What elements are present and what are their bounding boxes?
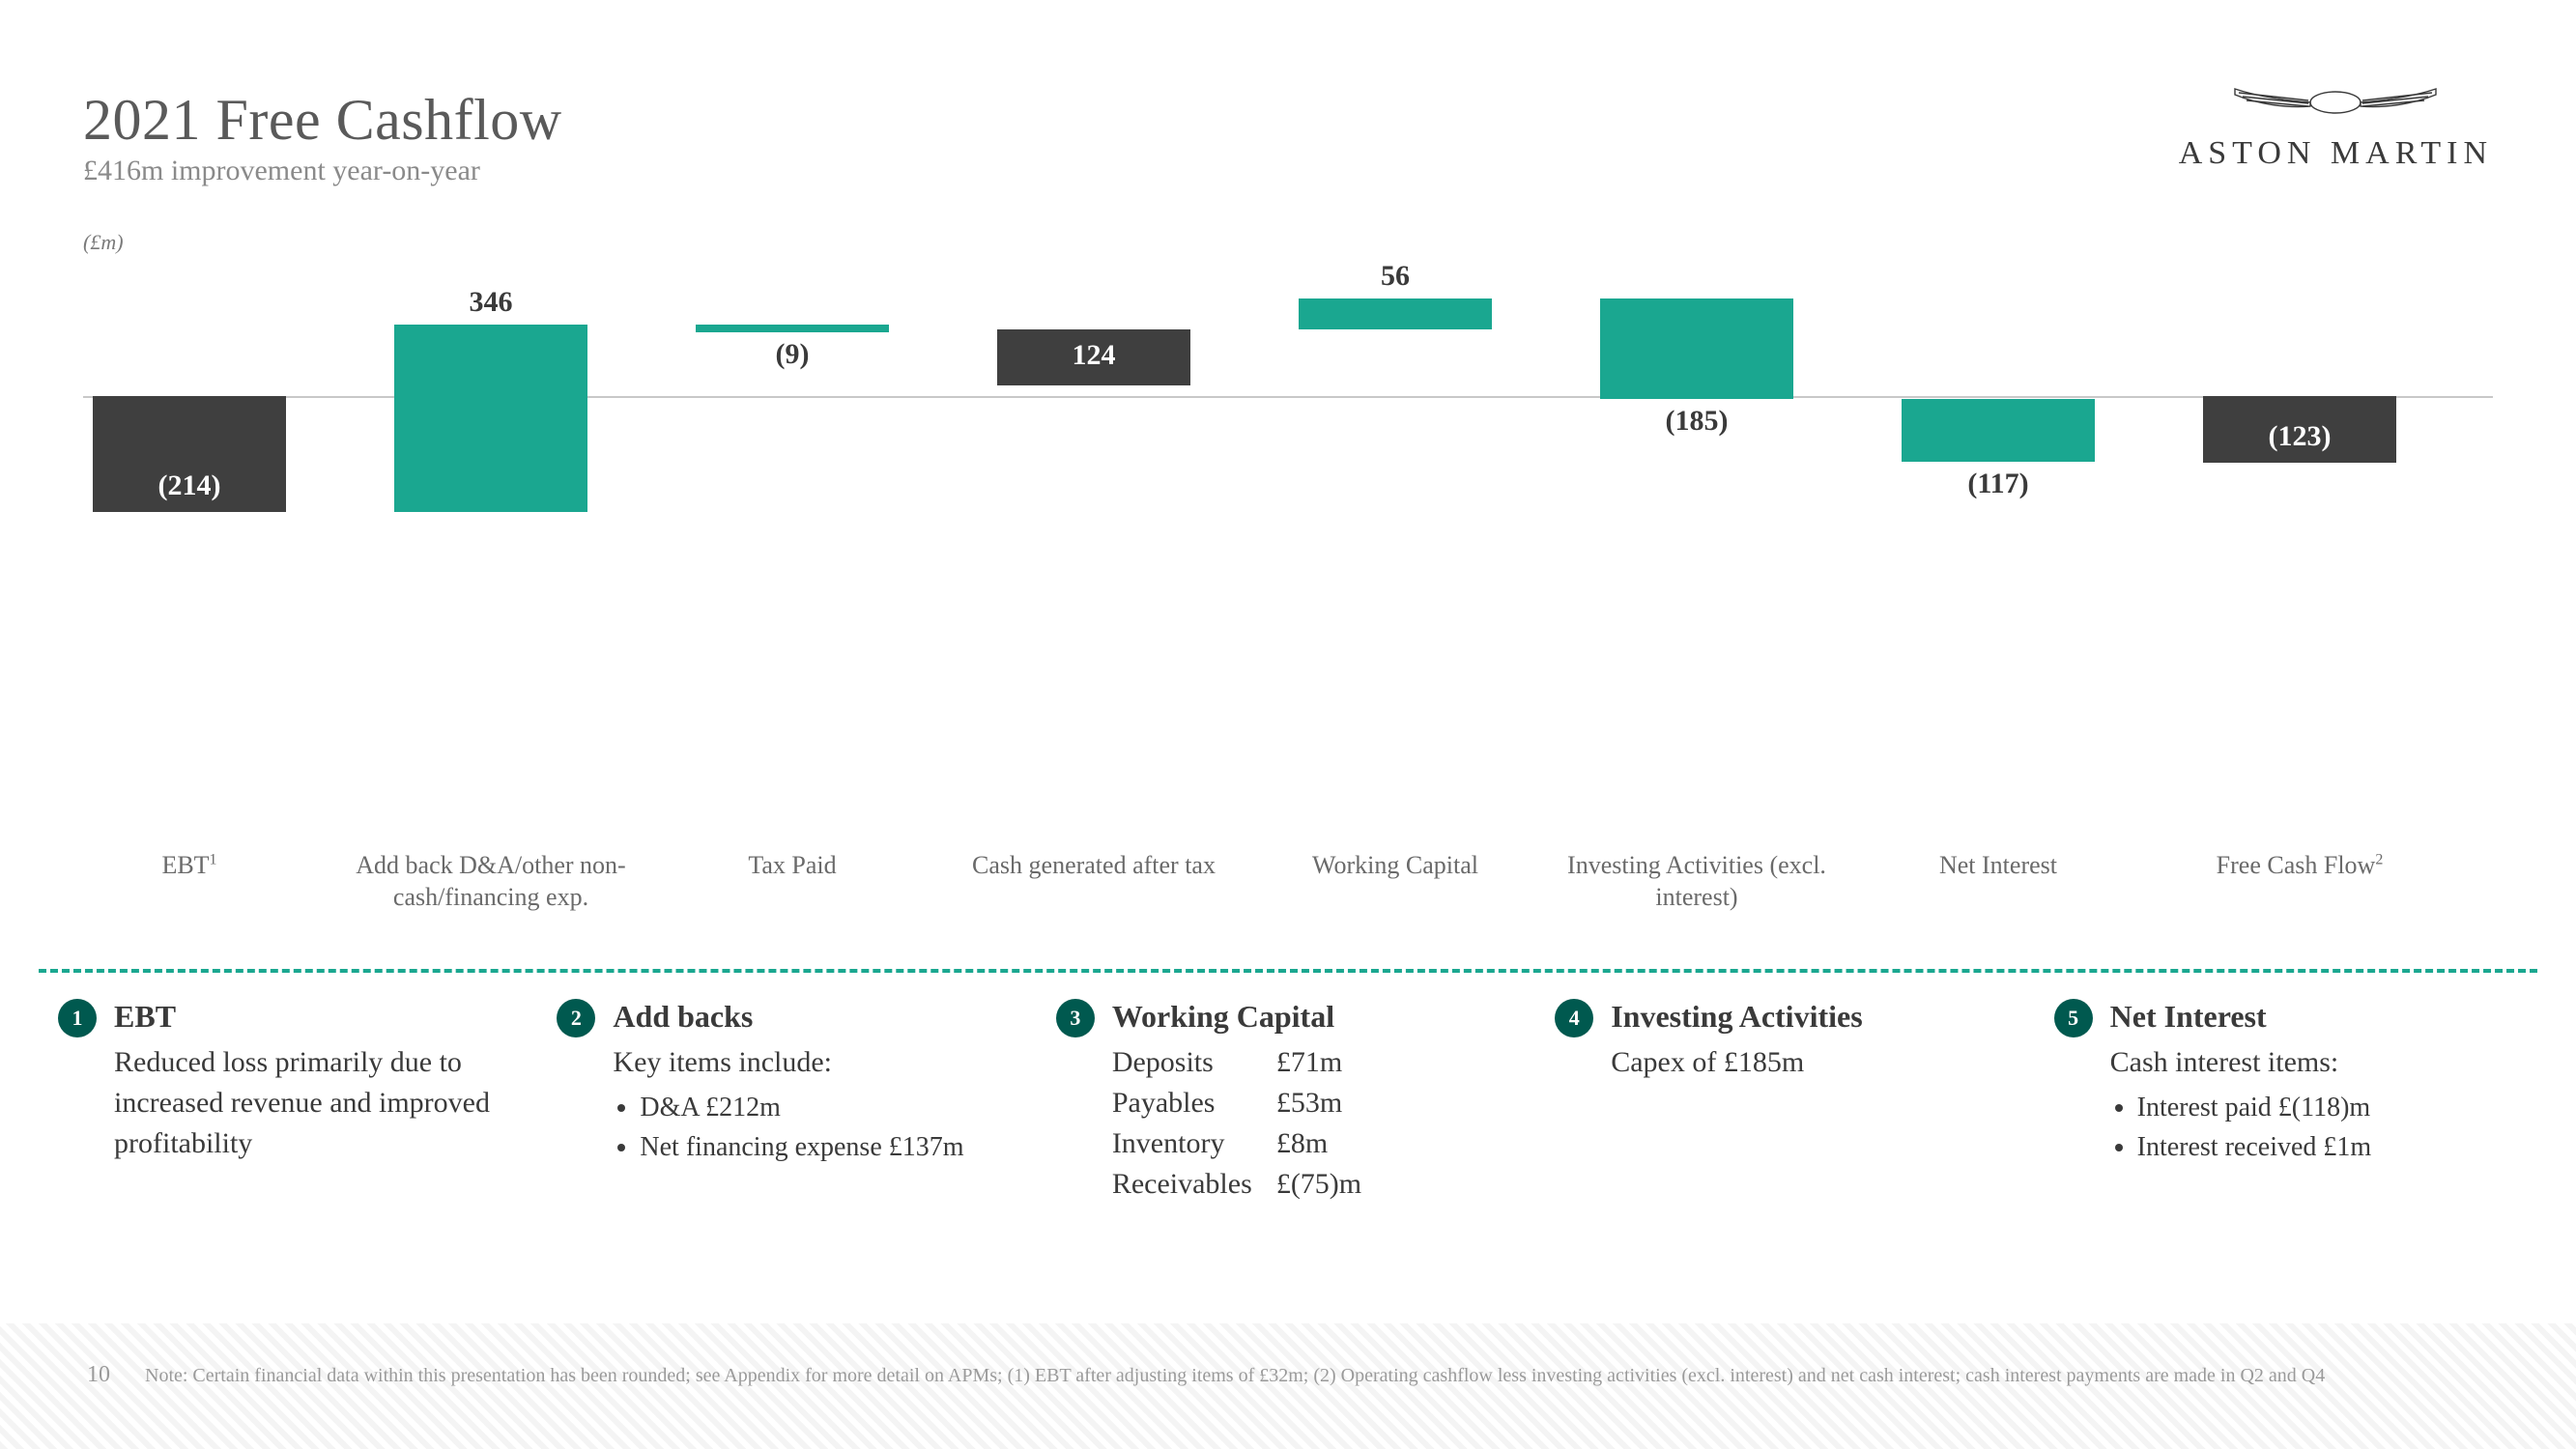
note-kv-value: £8m	[1276, 1123, 1328, 1164]
note-kv-value: £(75)m	[1276, 1164, 1361, 1205]
note-bullet: Net financing expense £137m	[640, 1128, 1020, 1166]
note-bullet: Interest paid £(118)m	[2137, 1089, 2518, 1126]
note-kv-key: Deposits	[1112, 1042, 1276, 1083]
bar-value-label: 56	[1299, 260, 1492, 293]
note-body: EBTReduced loss primarily due to increas…	[114, 995, 522, 1205]
axis-label: Free Cash Flow2	[2164, 850, 2435, 882]
bar-value-label: 124	[997, 339, 1190, 372]
note-bullets: Interest paid £(118)mInterest received £…	[2137, 1089, 2518, 1166]
bar-value-label: (117)	[1902, 468, 2095, 500]
note-title: Net Interest	[2110, 995, 2518, 1038]
note-title: Working Capital	[1112, 995, 1520, 1038]
note-body: Working CapitalDeposits£71mPayables£53mI…	[1112, 995, 1520, 1205]
footnote-text: Note: Certain financial data within this…	[145, 1362, 2489, 1389]
bar-value-label: (214)	[93, 469, 286, 502]
waterfall-chart: (214)EBT1346Add back D&A/other non-cash/…	[83, 251, 2493, 918]
note-kv-value: £53m	[1276, 1083, 1342, 1123]
bar-value-label: 346	[394, 286, 587, 319]
note-kv-row: Payables£53m	[1112, 1083, 1520, 1123]
note-body: Investing ActivitiesCapex of £185m	[1611, 995, 2018, 1205]
note-title: EBT	[114, 995, 522, 1038]
note-bullet: Interest received £1m	[2137, 1128, 2518, 1166]
waterfall-bar	[1299, 298, 1492, 328]
note-badge: 3	[1056, 999, 1095, 1037]
note-item: 5 Net InterestCash interest items: Interes…	[2054, 995, 2518, 1205]
axis-label: Net Interest	[1863, 850, 2133, 882]
brand-logo: ASTON MARTIN	[2179, 77, 2493, 172]
axis-label: EBT1	[54, 850, 325, 882]
axis-label: Investing Activities (excl. interest)	[1561, 850, 1832, 913]
note-kv-row: Receivables£(75)m	[1112, 1164, 1520, 1205]
note-body: Add backsKey items include: D&A £212mNet …	[613, 995, 1020, 1205]
note-kv-key: Payables	[1112, 1083, 1276, 1123]
note-badge: 1	[58, 999, 97, 1037]
note-item: 1 EBTReduced loss primarily due to increa…	[58, 995, 522, 1205]
note-item: 4 Investing ActivitiesCapex of £185m	[1555, 995, 2018, 1205]
waterfall-bar	[394, 325, 587, 512]
page-title: 2021 Free Cashflow	[83, 87, 562, 154]
footer: 10 Note: Certain financial data within t…	[0, 1323, 2576, 1449]
wings-icon	[2229, 77, 2442, 128]
note-bullets: D&A £212mNet financing expense £137m	[640, 1089, 1020, 1166]
note-item: 2 Add backsKey items include: D&A £212mNet…	[557, 995, 1020, 1205]
note-subtitle: Key items include:	[613, 1042, 1020, 1083]
notes-row: 1 EBTReduced loss primarily due to increa…	[58, 995, 2518, 1205]
waterfall-bar	[1902, 399, 2095, 463]
axis-label: Working Capital	[1260, 850, 1531, 882]
note-kv-row: Inventory£8m	[1112, 1123, 1520, 1164]
note-text: Capex of £185m	[1611, 1042, 2018, 1083]
note-bullet: D&A £212m	[640, 1089, 1020, 1126]
note-badge: 4	[1555, 999, 1593, 1037]
waterfall-bar	[1600, 298, 1793, 399]
note-text: Reduced loss primarily due to increased …	[114, 1042, 522, 1164]
bar-value-label: (185)	[1600, 405, 1793, 438]
bar-value-label: (9)	[696, 338, 889, 371]
note-kv-key: Inventory	[1112, 1123, 1276, 1164]
note-title: Investing Activities	[1611, 995, 2018, 1038]
note-subtitle: Cash interest items:	[2110, 1042, 2518, 1083]
page-number: 10	[87, 1362, 110, 1388]
note-item: 3 Working CapitalDeposits£71mPayables£53m…	[1056, 995, 1520, 1205]
slide: 2021 Free Cashflow £416m improvement yea…	[0, 0, 2576, 1449]
axis-label: Tax Paid	[657, 850, 928, 882]
brand-text: ASTON MARTIN	[2179, 135, 2493, 172]
note-kv-key: Receivables	[1112, 1164, 1276, 1205]
divider	[39, 969, 2537, 973]
bar-value-label: (123)	[2203, 420, 2396, 453]
page-subtitle: £416m improvement year-on-year	[83, 155, 480, 187]
axis-label: Cash generated after tax	[959, 850, 1229, 882]
note-badge: 2	[557, 999, 595, 1037]
axis-label: Add back D&A/other non-cash/financing ex…	[356, 850, 626, 913]
note-badge: 5	[2054, 999, 2093, 1037]
note-body: Net InterestCash interest items: Interest…	[2110, 995, 2518, 1205]
note-kv-row: Deposits£71m	[1112, 1042, 1520, 1083]
waterfall-bar	[696, 325, 889, 332]
note-title: Add backs	[613, 995, 1020, 1038]
note-kv-value: £71m	[1276, 1042, 1342, 1083]
